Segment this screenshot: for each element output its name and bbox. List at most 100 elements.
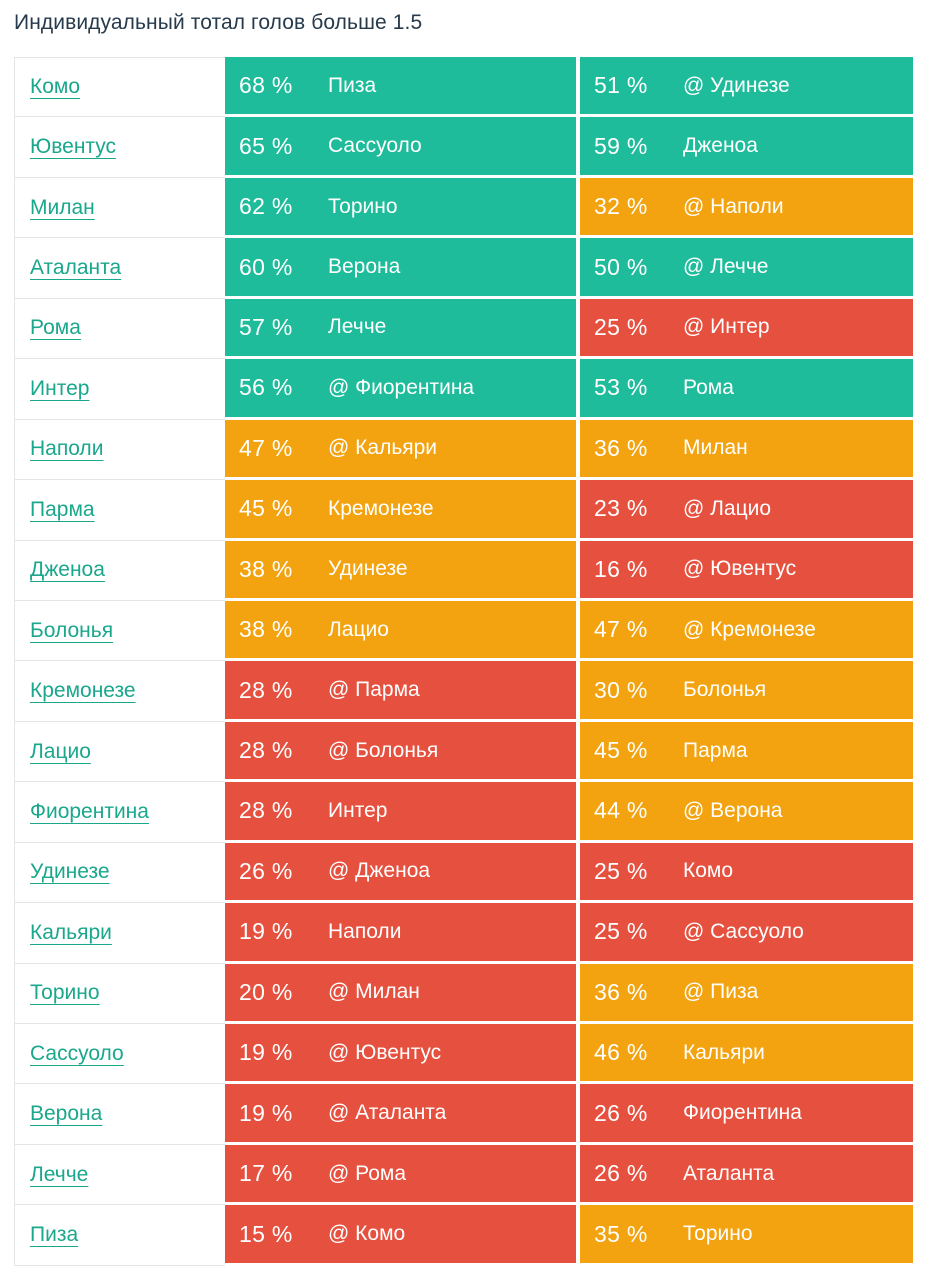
- match-1-opponent: Удинезе: [328, 557, 408, 581]
- match-1-percent: 38 %: [239, 555, 293, 582]
- table-row: Лацио 28 % @ Болонья 45 % Парма: [14, 721, 913, 783]
- match-1-percent: 38 %: [239, 616, 293, 643]
- team-link[interactable]: Наполи: [30, 437, 104, 461]
- match-2-cell: 26 % Фиорентина: [580, 1084, 913, 1142]
- match-1-percent: 20 %: [239, 978, 293, 1005]
- table-row: Аталанта 60 % Верона 50 % @ Лечче: [14, 238, 913, 299]
- team-link[interactable]: Интер: [30, 376, 90, 400]
- match-1-percent: 28 %: [239, 676, 293, 703]
- match-2-cell: 59 % Дженоа: [580, 117, 913, 175]
- match-1-cell: 56 % @ Фиорентина: [225, 359, 576, 417]
- team-link[interactable]: Кальяри: [30, 920, 112, 944]
- team-name-cell: Болонья: [14, 600, 225, 662]
- team-link[interactable]: Ювентус: [30, 135, 117, 159]
- match-1-cell: 19 % @ Ювентус: [225, 1024, 576, 1082]
- match-2-opponent: @ Верона: [683, 798, 783, 822]
- match-2-cell: 25 % @ Сассуоло: [580, 903, 913, 961]
- match-2-percent: 45 %: [594, 737, 648, 764]
- team-link[interactable]: Верона: [30, 1102, 103, 1126]
- team-link[interactable]: Парма: [30, 497, 95, 521]
- match-1-opponent: @ Аталанта: [328, 1101, 447, 1125]
- match-2-opponent: @ Ювентус: [683, 557, 797, 581]
- stats-table: Комо 68 % Пиза 51 % @ Удинезе Ювентус 65…: [14, 57, 913, 1266]
- match-1-percent: 15 %: [239, 1220, 293, 1247]
- match-2-cell: 23 % @ Лацио: [580, 480, 913, 538]
- team-link[interactable]: Пиза: [30, 1223, 79, 1247]
- table-row: Торино 20 % @ Милан 36 % @ Пиза: [14, 963, 913, 1024]
- match-1-cell: 47 % @ Кальяри: [225, 419, 576, 478]
- team-name-cell: Удинезе: [14, 842, 225, 904]
- match-1-opponent: @ Комо: [328, 1222, 406, 1246]
- match-1-cell: 19 % Наполи: [225, 903, 576, 961]
- match-2-cell: 32 % @ Наполи: [580, 177, 913, 236]
- team-link[interactable]: Рома: [30, 316, 81, 340]
- table-row: Пиза 15 % @ Комо 35 % Торино: [14, 1205, 913, 1266]
- team-link[interactable]: Кремонезе: [30, 679, 136, 703]
- table-row: Фиорентина 28 % Интер 44 % @ Верона: [14, 782, 913, 843]
- match-2-opponent: @ Сассуоло: [683, 919, 804, 943]
- match-1-cell: 17 % @ Рома: [225, 1144, 576, 1203]
- match-2-percent: 47 %: [594, 616, 648, 643]
- match-1-opponent: Пиза: [328, 73, 377, 97]
- match-2-cell: 53 % Рома: [580, 359, 913, 417]
- match-2-opponent: Комо: [683, 859, 734, 883]
- match-1-opponent: @ Милан: [328, 980, 420, 1004]
- match-1-opponent: Наполи: [328, 919, 402, 943]
- match-2-percent: 51 %: [594, 72, 648, 99]
- match-2-cell: 51 % @ Удинезе: [580, 57, 913, 115]
- match-1-cell: 65 % Сассуоло: [225, 117, 576, 175]
- match-1-opponent: Интер: [328, 798, 388, 822]
- match-2-opponent: Рома: [683, 375, 734, 399]
- table-row: Парма 45 % Кремонезе 23 % @ Лацио: [14, 480, 913, 541]
- match-1-percent: 19 %: [239, 1039, 293, 1066]
- team-name-cell: Пиза: [14, 1205, 225, 1266]
- match-2-percent: 36 %: [594, 978, 648, 1005]
- match-2-percent: 32 %: [594, 193, 648, 220]
- team-link[interactable]: Лечче: [30, 1162, 89, 1186]
- team-link[interactable]: Сассуоло: [30, 1041, 124, 1065]
- match-1-cell: 68 % Пиза: [225, 57, 576, 115]
- match-2-cell: 44 % @ Верона: [580, 782, 913, 840]
- match-1-percent: 28 %: [239, 737, 293, 764]
- match-2-cell: 36 % Милан: [580, 419, 913, 478]
- match-2-opponent: Дженоа: [683, 134, 758, 158]
- match-1-opponent: Лечче: [328, 315, 387, 339]
- team-link[interactable]: Болонья: [30, 618, 114, 642]
- team-link[interactable]: Фиорентина: [30, 799, 149, 823]
- match-2-cell: 25 % @ Интер: [580, 298, 913, 357]
- team-link[interactable]: Комо: [30, 75, 81, 99]
- team-name-cell: Лечче: [14, 1144, 225, 1206]
- team-link[interactable]: Лацио: [30, 739, 91, 763]
- match-1-cell: 38 % Лацио: [225, 600, 576, 659]
- page-title: Индивидуальный тотал голов больше 1.5: [14, 11, 423, 34]
- match-1-opponent: @ Парма: [328, 678, 420, 702]
- match-2-percent: 23 %: [594, 495, 648, 522]
- match-2-percent: 25 %: [594, 857, 648, 884]
- team-name-cell: Аталанта: [14, 238, 225, 299]
- match-1-percent: 47 %: [239, 434, 293, 461]
- match-1-opponent: @ Дженоа: [328, 859, 431, 883]
- match-1-percent: 57 %: [239, 313, 293, 340]
- match-1-opponent: @ Болонья: [328, 738, 439, 762]
- table-row: Кальяри 19 % Наполи 25 % @ Сассуоло: [14, 903, 913, 964]
- match-1-percent: 19 %: [239, 1099, 293, 1126]
- team-link[interactable]: Удинезе: [30, 860, 110, 884]
- match-2-cell: 45 % Парма: [580, 721, 913, 780]
- team-link[interactable]: Аталанта: [30, 256, 122, 280]
- match-2-percent: 25 %: [594, 313, 648, 340]
- team-link[interactable]: Торино: [30, 981, 100, 1005]
- team-name-cell: Торино: [14, 963, 225, 1024]
- team-link[interactable]: Милан: [30, 195, 95, 219]
- match-1-percent: 65 %: [239, 132, 293, 159]
- match-2-opponent: Милан: [683, 436, 748, 460]
- team-name-cell: Кремонезе: [14, 661, 225, 722]
- match-1-cell: 20 % @ Милан: [225, 963, 576, 1021]
- match-1-percent: 68 %: [239, 72, 293, 99]
- team-link[interactable]: Дженоа: [30, 558, 105, 582]
- table-row: Ювентус 65 % Сассуоло 59 % Дженоа: [14, 117, 913, 178]
- team-name-cell: Наполи: [14, 419, 225, 481]
- match-2-opponent: @ Интер: [683, 315, 770, 339]
- match-1-percent: 56 %: [239, 374, 293, 401]
- match-2-opponent: @ Кремонезе: [683, 617, 816, 641]
- match-1-opponent: @ Рома: [328, 1161, 407, 1185]
